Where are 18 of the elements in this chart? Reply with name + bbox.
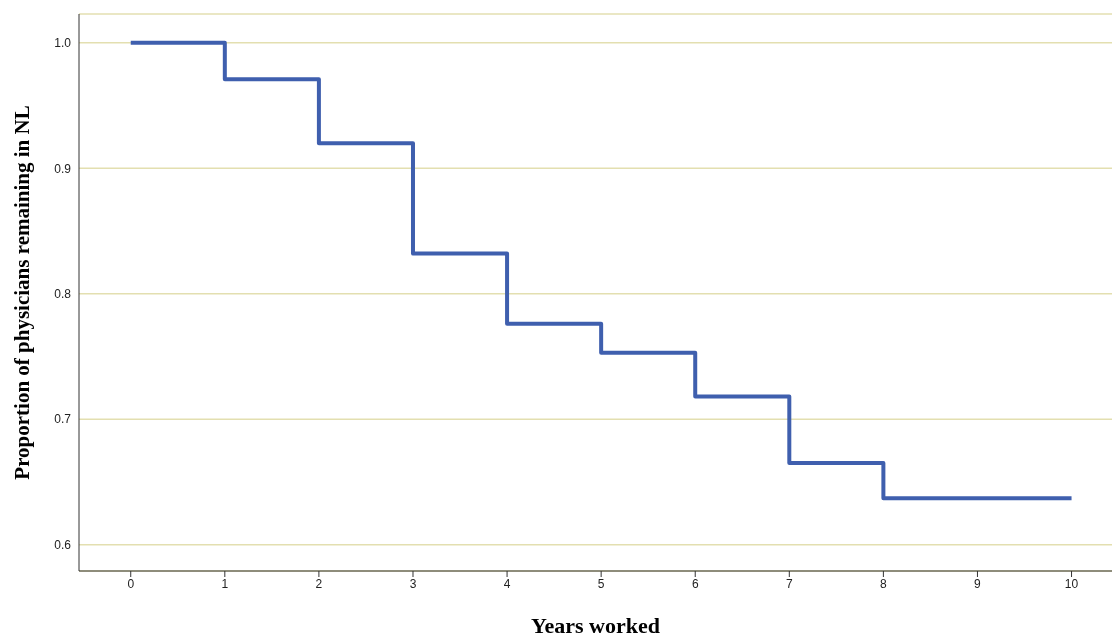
x-tick-label: 8 (880, 576, 888, 591)
x-tick-label: 6 (691, 576, 699, 591)
x-tick-label: 0 (127, 576, 135, 591)
x-tick-label: 9 (974, 576, 982, 591)
y-tick-label: 1.0 (54, 36, 72, 51)
x-axis-title: Years worked (531, 613, 660, 638)
y-axis-title: Proportion of physicians remaining in NL (10, 105, 35, 480)
x-tick-label: 3 (409, 576, 417, 591)
y-tick-label: 0.7 (54, 412, 72, 427)
y-tick-label: 0.8 (54, 287, 72, 302)
x-tick-label: 4 (503, 576, 511, 591)
x-tick-label: 1 (221, 576, 229, 591)
x-tick-label: 2 (315, 576, 323, 591)
x-tick-label: 5 (597, 576, 605, 591)
y-tick-label: 0.9 (54, 161, 72, 176)
y-tick-label: 0.6 (54, 537, 72, 552)
x-tick-label: 7 (785, 576, 793, 591)
x-tick-label: 10 (1064, 576, 1079, 591)
